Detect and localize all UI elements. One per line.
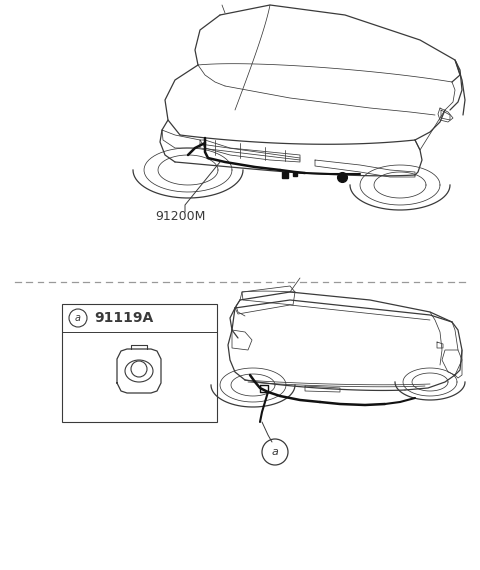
Text: 91200M: 91200M <box>155 210 205 223</box>
Text: 91119A: 91119A <box>94 311 153 325</box>
Text: a: a <box>75 313 81 323</box>
FancyBboxPatch shape <box>62 304 217 422</box>
Text: a: a <box>272 447 278 457</box>
